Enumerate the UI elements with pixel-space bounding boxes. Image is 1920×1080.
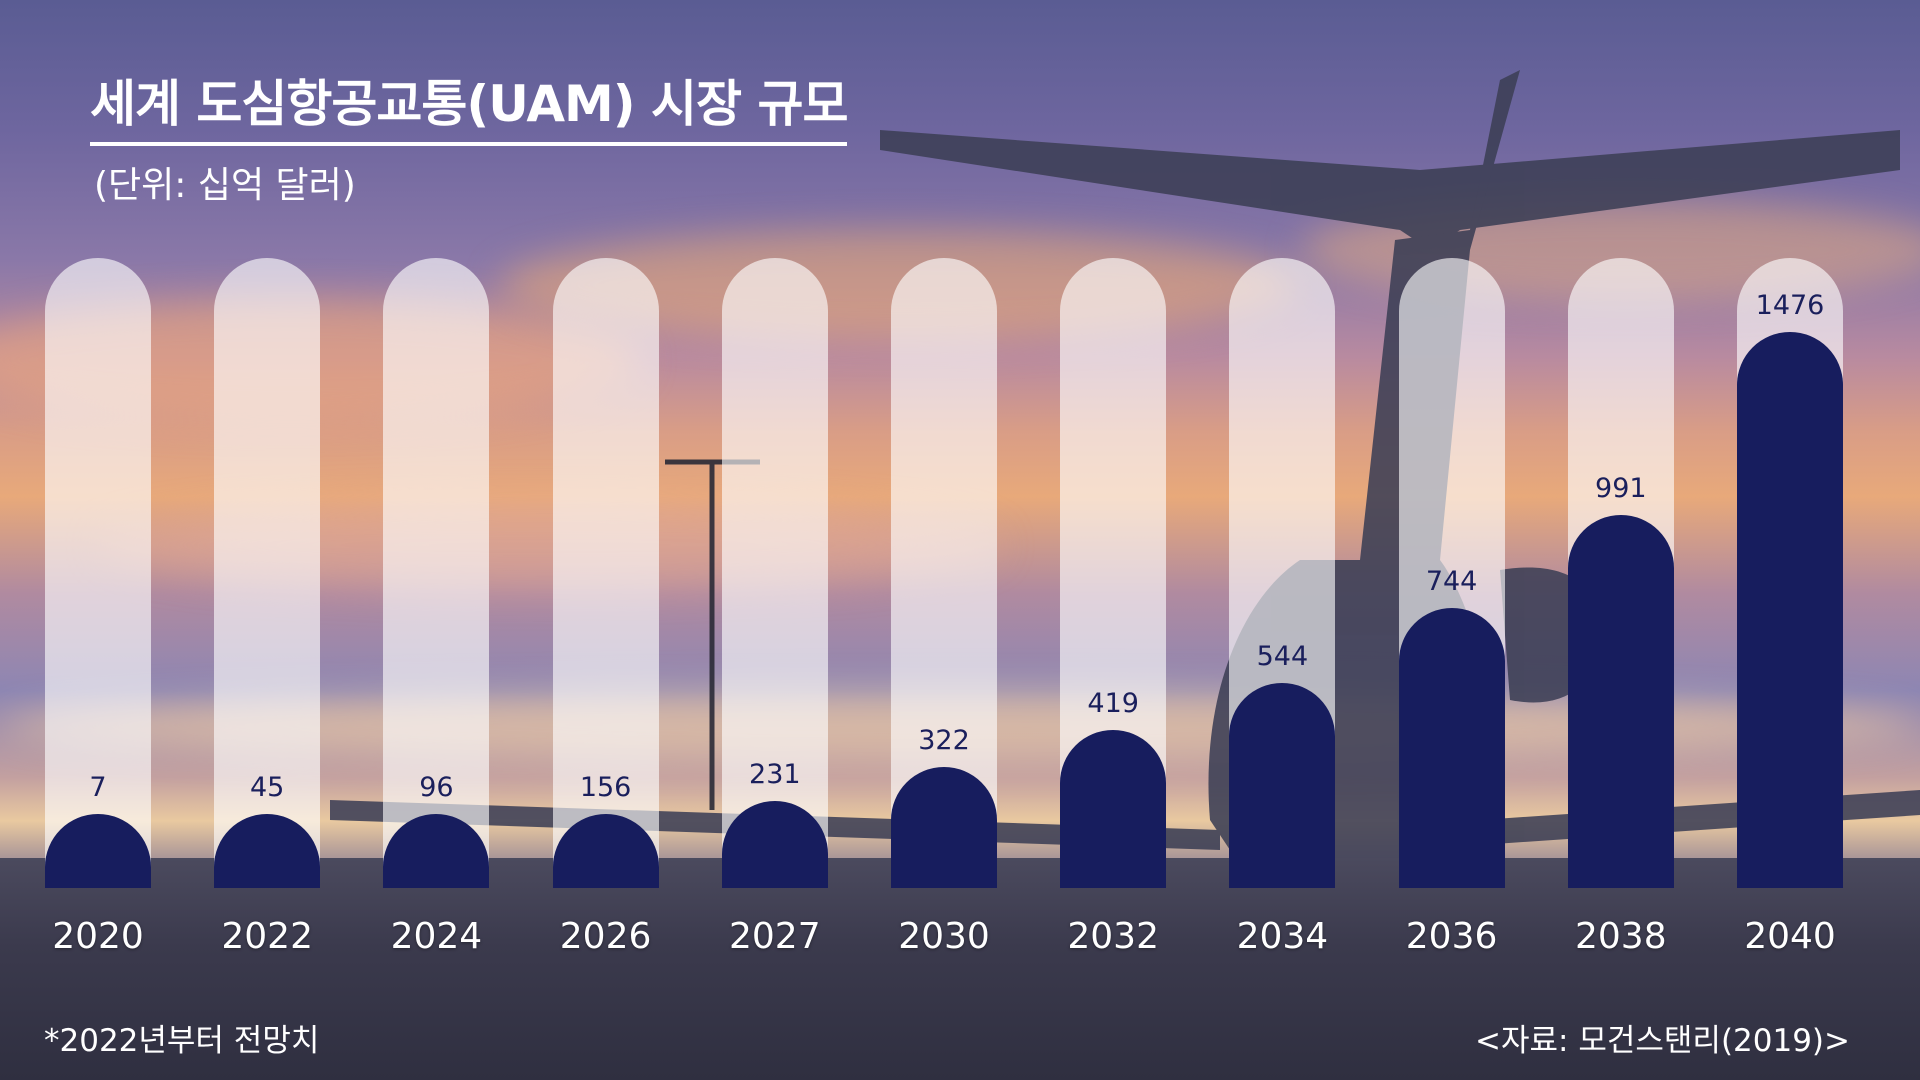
bar-2040	[1737, 332, 1843, 888]
x-tick-label-2038: 2038	[1574, 916, 1667, 957]
value-label-2036: 744	[1425, 565, 1478, 597]
bar-track	[45, 258, 151, 888]
value-label-2026: 156	[579, 772, 632, 803]
x-tick-label-2027: 2027	[728, 916, 821, 957]
bar-2032	[1060, 730, 1167, 888]
chart-title: 세계 도심항공교통(UAM) 시장 규모	[90, 64, 848, 146]
value-label-2034: 544	[1256, 641, 1309, 673]
bar-2030	[891, 766, 997, 888]
bar-2026	[552, 814, 659, 888]
value-label-2020: 7	[89, 772, 107, 803]
bar-2036	[1398, 607, 1505, 888]
x-tick-label-2032: 2032	[1067, 916, 1159, 957]
x-tick-label-2030: 2030	[898, 916, 990, 957]
x-tick-label-2040: 2040	[1744, 916, 1836, 957]
bar-track	[721, 258, 828, 888]
x-tick-label-2026: 2026	[559, 916, 652, 957]
value-label-2032: 419	[1087, 688, 1139, 720]
x-tick-label-2024: 2024	[390, 916, 483, 957]
value-label-2040: 1476	[1755, 290, 1825, 321]
runway-ground	[0, 858, 1920, 1080]
x-tick-label-2034: 2034	[1236, 916, 1329, 957]
bar-2027	[721, 800, 828, 888]
value-label-2027: 231	[749, 758, 801, 790]
bar-track	[214, 258, 321, 888]
value-label-2024: 96	[419, 772, 454, 803]
bar-track	[552, 258, 659, 888]
value-label-2030: 322	[918, 724, 970, 756]
x-tick-label-2036: 2036	[1405, 916, 1498, 957]
x-tick-label-2022: 2022	[221, 916, 313, 957]
bar-2034	[1229, 683, 1336, 888]
bar-track	[383, 258, 490, 888]
x-tick-label-2020: 2020	[52, 916, 144, 957]
chart-unit-label: (단위: 십억 달러)	[94, 165, 356, 206]
forecast-footnote: *2022년부터 전망치	[44, 1023, 320, 1059]
value-label-2038: 991	[1595, 472, 1647, 504]
value-label-2022: 45	[250, 772, 285, 803]
bar-2038	[1567, 514, 1674, 888]
data-source: <자료: 모건스탠리(2019)>	[1475, 1023, 1850, 1059]
